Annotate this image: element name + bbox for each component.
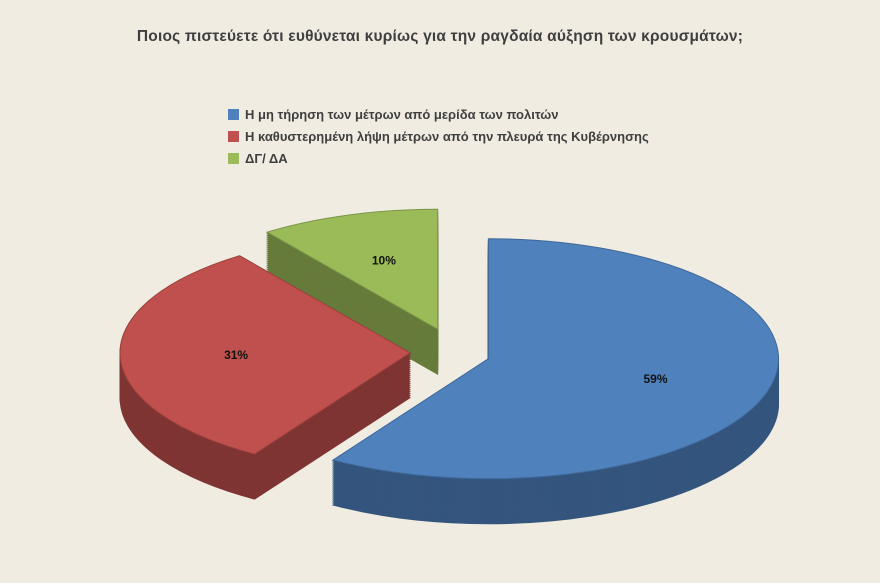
slice-label: 59%: [643, 372, 667, 386]
legend-item: ΔΓ/ ΔΑ: [228, 150, 649, 166]
legend-label: ΔΓ/ ΔΑ: [245, 150, 288, 166]
legend-label: Η καθυστερημένη λήψη μέτρων από την πλευ…: [245, 128, 649, 144]
legend-item: Η καθυστερημένη λήψη μέτρων από την πλευ…: [228, 128, 649, 144]
slice-label: 31%: [224, 348, 248, 362]
pie-slice: [119, 255, 411, 455]
pie-slice: [331, 238, 779, 480]
chart-title: Ποιος πιστεύετε ότι ευθύνεται κυρίως για…: [136, 28, 744, 45]
legend-label: Η μη τήρηση των μέτρων από μερίδα των πο…: [245, 106, 559, 122]
pie-slice: [265, 208, 439, 331]
legend-item: Η μη τήρηση των μέτρων από μερίδα των πο…: [228, 106, 649, 122]
legend-swatch-blue: [228, 108, 239, 120]
slice-label: 10%: [372, 254, 396, 268]
legend-swatch-green: [228, 152, 239, 164]
legend-swatch-red: [228, 130, 239, 142]
chart-legend: Η μη τήρηση των μέτρων από μερίδα των πο…: [228, 106, 649, 172]
